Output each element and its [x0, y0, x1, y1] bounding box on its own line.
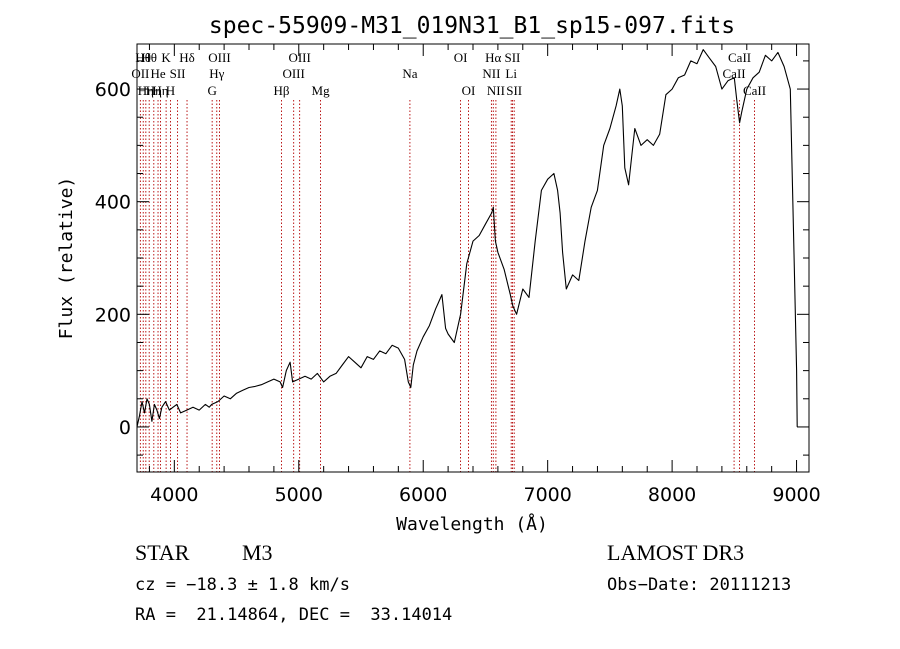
reference-line-label-9: SII	[170, 66, 186, 81]
x-tick-label-7000: 7000	[523, 484, 571, 506]
x-tick-label-9000: 9000	[772, 484, 820, 506]
reference-line-label-20: OI	[462, 83, 476, 98]
chart-title: spec-55909-M31_019N31_B1_sp15-097.fits	[209, 13, 735, 39]
redshift-value: cz = −18.3 ± 1.8 km/s	[135, 575, 350, 595]
reference-line-label-22: Hα	[485, 50, 501, 65]
reference-line-label-27: CaII	[723, 66, 746, 81]
plot-frame	[136, 43, 810, 473]
x-tick-label-8000: 8000	[648, 484, 696, 506]
reference-lines: OIIHθHηHθHηHeHηKHSIIHδGHγOIIIHβOIIIOIIIM…	[131, 50, 766, 472]
reference-line-label-13: OIII	[208, 50, 230, 65]
reference-line-label-18: Na	[402, 66, 417, 81]
reference-line-label-8: H	[166, 83, 175, 98]
reference-line-label-26: SII	[506, 83, 522, 98]
observation-date: Obs−Date: 20111213	[607, 575, 791, 595]
reference-line-label-16: OIII	[288, 50, 310, 65]
reference-line-label-14: Hβ	[273, 83, 289, 98]
reference-line-label-3: Hθ	[141, 50, 157, 65]
object-class: STAR	[135, 540, 190, 565]
reference-line-label-25: SII	[505, 50, 521, 65]
reference-line-label-17: Mg	[312, 83, 331, 98]
reference-line-label-11: G	[207, 83, 216, 98]
y-tick-label-600: 600	[95, 79, 131, 101]
y-tick-label-200: 200	[95, 304, 131, 326]
object-subclass: M3	[242, 540, 273, 565]
reference-line-label-7: K	[161, 50, 171, 65]
reference-line-label-6: Hη	[152, 83, 168, 98]
reference-line-label-10: Hδ	[179, 50, 195, 65]
x-tick-label-5000: 5000	[275, 484, 323, 506]
x-tick-label-4000: 4000	[150, 484, 198, 506]
reference-line-label-4: Hη	[146, 83, 162, 98]
reference-line-label-15: OIII	[282, 66, 304, 81]
axis-ticks: 4000 5000 6000 7000 8000 9000 0 200 400 600	[95, 44, 821, 506]
y-tick-label-0: 0	[119, 417, 131, 439]
reference-line-label-12: Hγ	[209, 66, 224, 81]
reference-line-label-23: NII	[487, 83, 505, 98]
survey-name: LAMOST DR3	[607, 540, 744, 565]
spectrum-series-line	[136, 49, 798, 428]
x-tick-label-6000: 6000	[399, 484, 447, 506]
y-axis-label: Flux (relative)	[56, 177, 77, 340]
coordinates: RA = 21.14864, DEC = 33.14014	[135, 605, 452, 625]
y-tick-label-400: 400	[95, 192, 131, 214]
reference-line-label-0: OII	[131, 66, 149, 81]
reference-line-label-28: CaII	[728, 50, 751, 65]
reference-line-label-24: Li	[505, 66, 517, 81]
x-axis-label: Wavelength (Å)	[396, 513, 548, 535]
reference-line-label-2: Hη	[138, 83, 154, 98]
reference-line-label-5: He	[150, 66, 165, 81]
reference-line-label-19: OI	[454, 50, 468, 65]
reference-line-label-21: NII	[482, 66, 500, 81]
